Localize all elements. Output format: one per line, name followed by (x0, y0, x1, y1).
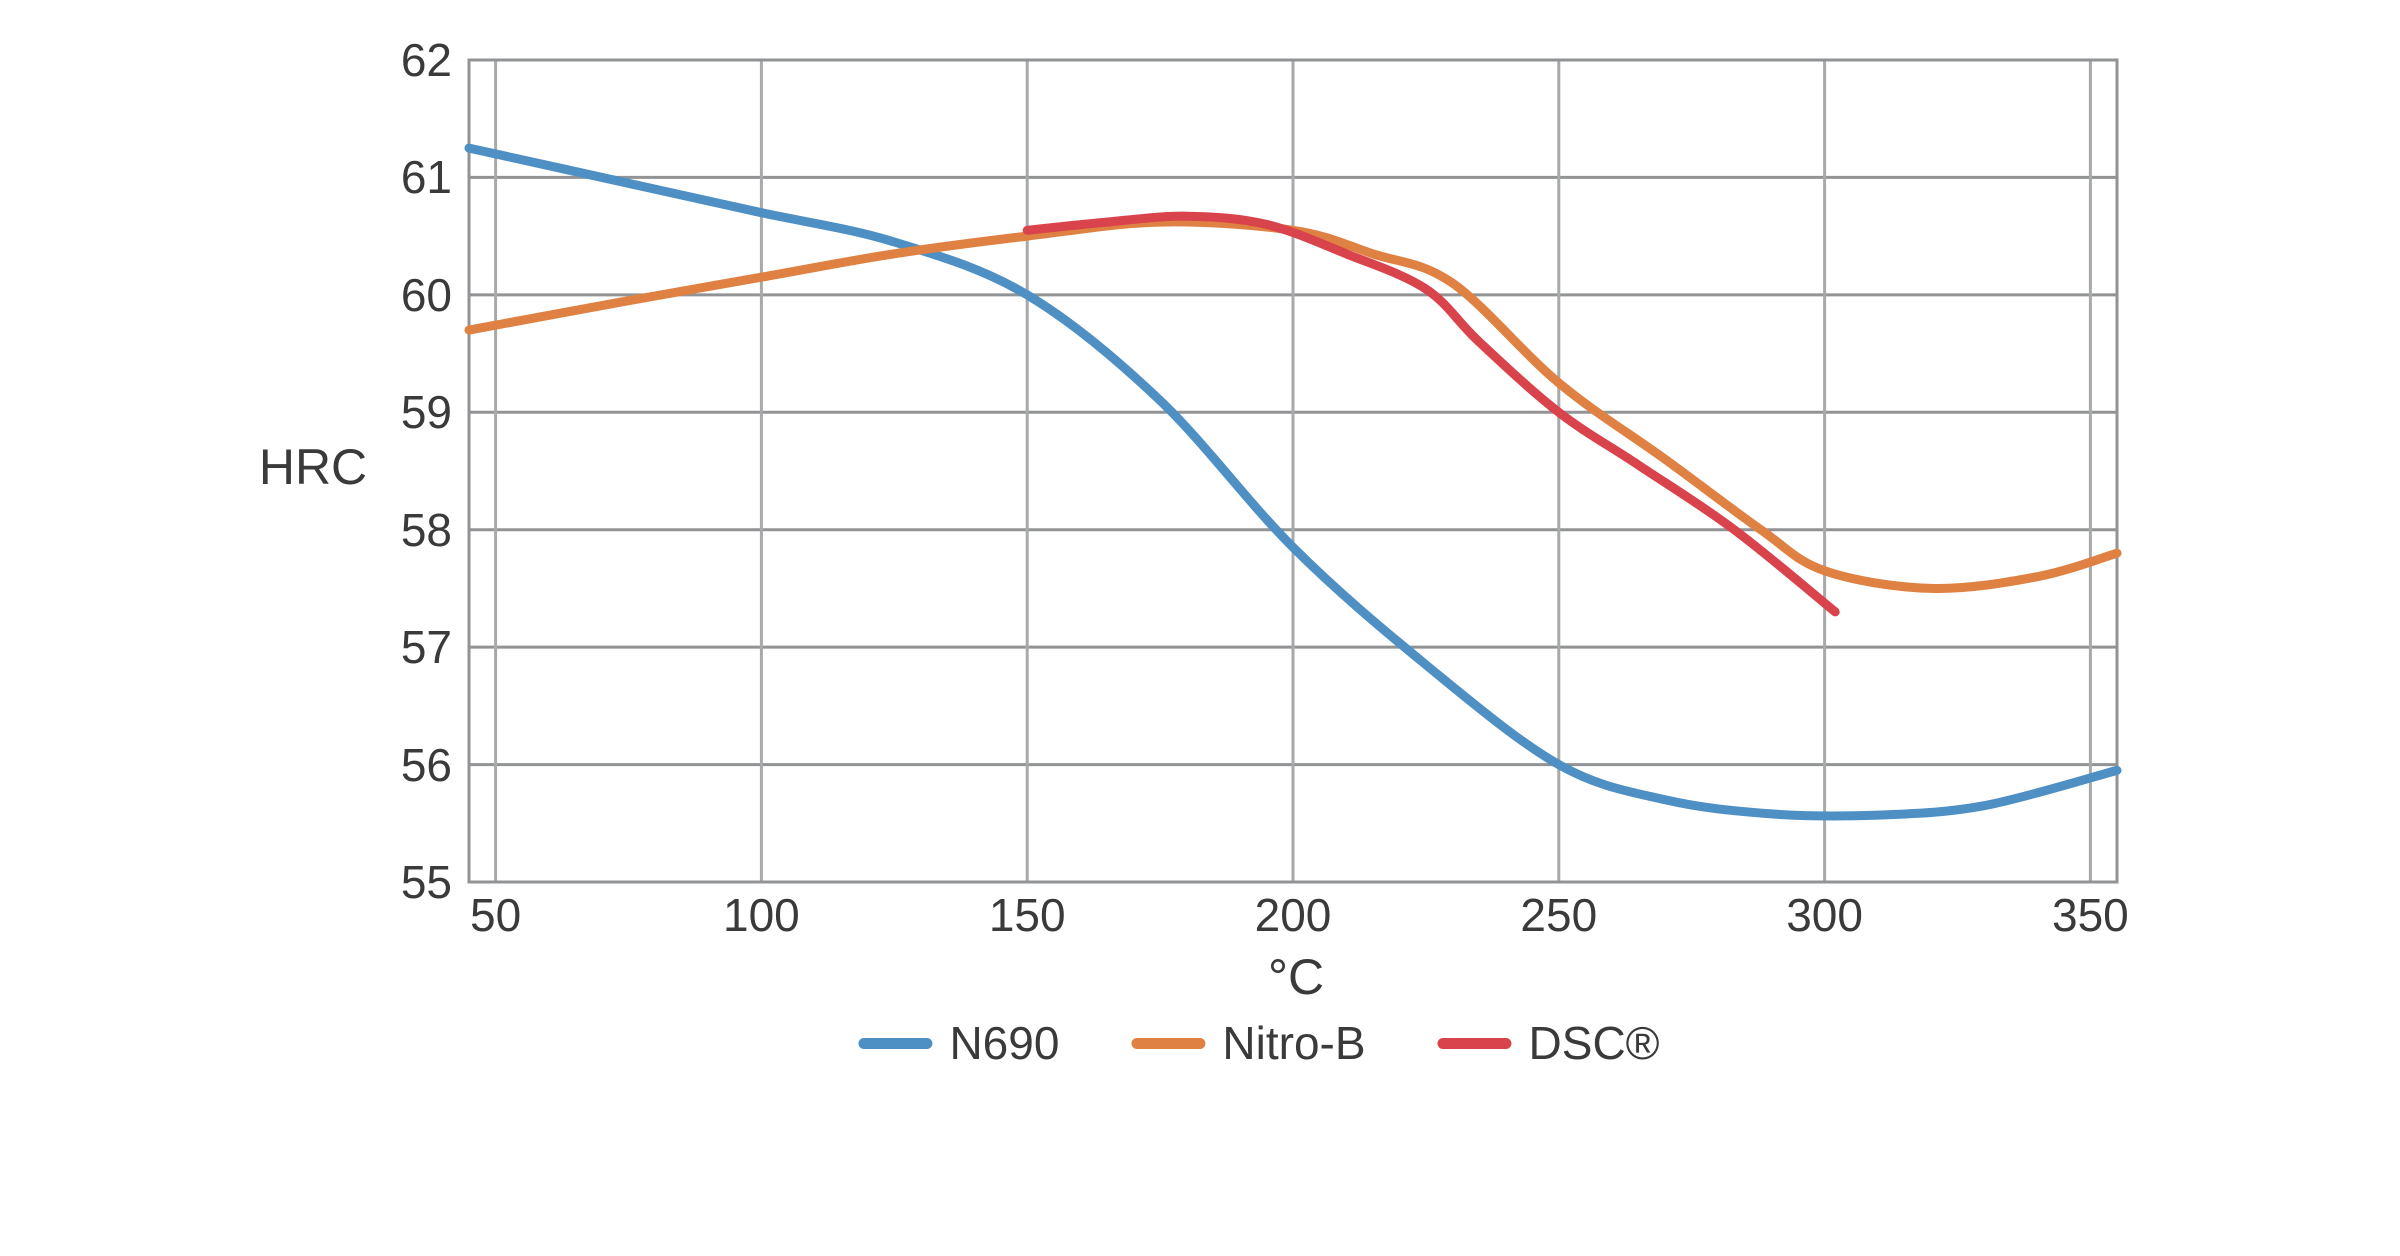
x-axis-tick-label: 250 (1520, 889, 1598, 941)
x-axis-tick-label: 50 (470, 889, 522, 941)
x-axis-tick-label: 350 (2052, 889, 2129, 941)
series-line-n690 (464, 143, 2122, 821)
y-axis-tick-label: 61 (400, 151, 452, 204)
x-axis-tick-label: 100 (723, 889, 800, 941)
y-axis-tick-label: 56 (400, 738, 452, 791)
legend-swatch-nitrob (1131, 1037, 1206, 1049)
plot-border (467, 58, 2119, 884)
y-axis-tick-label: 55 (400, 856, 452, 908)
series-line-nitrob (464, 217, 2122, 593)
series-line-dsc (1022, 211, 1840, 617)
legend: N690 Nitro-B DSC® (858, 1016, 1660, 1070)
y-axis-tick-label: 57 (400, 621, 452, 674)
y-axis-title: HRC (258, 439, 368, 495)
legend-label-n690: N690 (949, 1017, 1060, 1069)
legend-label-dsc: DSC® (1528, 1017, 1660, 1069)
x-axis-tick-label: 150 (988, 889, 1066, 941)
legend-label-nitrob: Nitro-B (1222, 1017, 1366, 1069)
x-axis-title: °C (1267, 949, 1325, 1005)
x-axis-tick-label: 200 (1254, 889, 1332, 941)
y-axis-tick-label: 62 (400, 34, 452, 86)
y-axis-tick-label: 59 (400, 386, 452, 439)
legend-item-nitrob: Nitro-B (1131, 1016, 1366, 1070)
legend-item-dsc: DSC® (1437, 1016, 1660, 1070)
y-axis-tick-label: 60 (400, 268, 452, 321)
x-axis-tick-label: 300 (1786, 889, 1863, 941)
legend-swatch-dsc (1437, 1037, 1512, 1049)
legend-item-n690: N690 (858, 1016, 1059, 1070)
legend-swatch-n690 (858, 1037, 933, 1049)
y-axis-tick-label: 58 (400, 503, 452, 556)
